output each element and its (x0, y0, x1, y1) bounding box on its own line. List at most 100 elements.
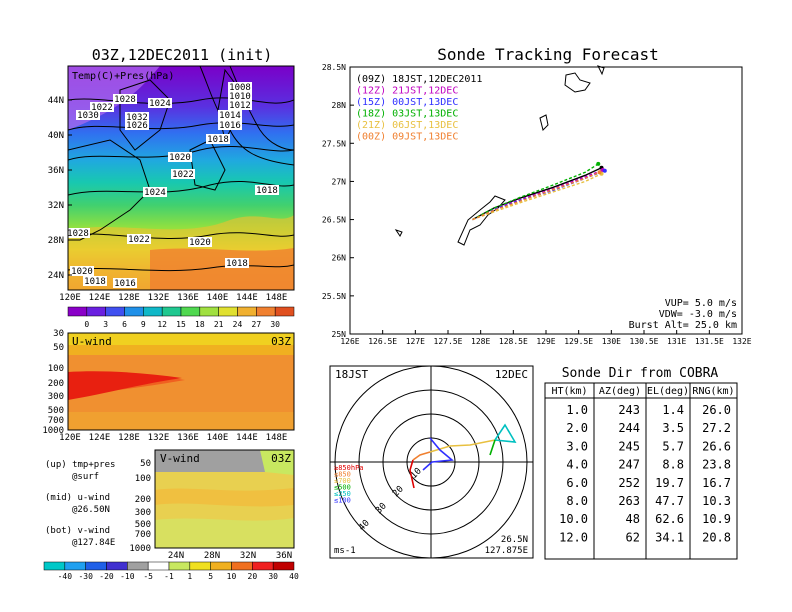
table-cell: 244 (618, 421, 640, 435)
temp-colorbar-swatch (143, 306, 163, 317)
table-cell: 62.6 (655, 512, 684, 526)
wind-colorbar-label: 20 (248, 572, 258, 581)
uwind-lon-ticks: 120E 124E 128E 132E 136E 140E 144E 148E (59, 433, 287, 443)
table-frame (544, 382, 738, 560)
param-vup: VUP= 5.0 m/s (665, 298, 737, 309)
temp-colorbar-label: 30 (270, 320, 280, 329)
uwind-field (68, 333, 294, 430)
tracking-legend-entry: (15Z) 00JST,13DEC (356, 97, 458, 108)
vwind-frame (154, 449, 295, 549)
map-lon-tick: 132E (148, 293, 170, 303)
polar-level-label: ≤500 (334, 484, 351, 492)
wind-colorbar-swatch (210, 561, 232, 571)
tracking-lon-tick: 132E (732, 337, 751, 346)
panel-notes: (up) tmp+pres @surf (mid) u-wind @26.50N… (45, 460, 115, 548)
temp-colorbar-swatch (199, 306, 219, 317)
track-endpoint (596, 161, 601, 166)
tracking-frame (349, 66, 743, 335)
tracking-legend-entry: (00Z) 09JST,13DEC (356, 132, 458, 143)
uwind-pressure-tick: 50 (53, 343, 64, 353)
tracking-legend-entry: (18Z) 03JST,13DEC (356, 109, 458, 120)
uwind-pressure-tick: 1000 (42, 426, 64, 436)
uwind-lon-tick: 148E (266, 433, 288, 443)
vwind-lat-tick: 28N (204, 551, 220, 561)
table-cell: 34.1 (655, 530, 684, 544)
uwind-frame (67, 332, 295, 431)
temp-colorbar-swatch (67, 306, 88, 317)
track-line (472, 173, 602, 221)
map-lat-tick: 28N (48, 236, 64, 246)
hodograph (409, 423, 517, 489)
pressure-label-bg (148, 98, 172, 108)
polar-level-label: ≤250 (334, 490, 351, 498)
wind-colorbar-swatch (231, 561, 253, 571)
tracking-lat-tick: 28.5N (322, 63, 346, 72)
table-cell: 4.0 (566, 458, 588, 472)
temp-colorbar-label: 6 (122, 320, 127, 329)
tracking-legend-entry: (09Z) 18JST,12DEC2011 (356, 74, 482, 85)
tracking-legend: (09Z) 18JST,12DEC2011(12Z) 21JST,12DEC(1… (356, 74, 482, 143)
wind-colorbar-swatch (43, 561, 66, 571)
left-panel-title: 03Z,12DEC2011 (init) (92, 46, 273, 64)
pressure-label: 1016 (114, 279, 136, 289)
pressure-label: 1028 (114, 95, 136, 105)
param-vdw: VDW= -3.0 m/s (659, 309, 737, 320)
uwind-pressure-tick: 700 (48, 416, 64, 426)
temp-colorbar-swatch (274, 306, 295, 317)
pressure-label-bg (127, 234, 151, 244)
vwind-title: V-wind (160, 452, 200, 465)
table-cell: 10.3 (702, 494, 731, 508)
vwind-lat-tick: 24N (168, 551, 184, 561)
wind-colorbar-label: 40 (289, 572, 299, 581)
sonde-table: HT(km) AZ(deg) EL(deg) RNG(km) 1.0 243 1.4 26.0… (544, 382, 738, 560)
pressure-label: 1028 (67, 229, 89, 239)
table-header-cell: HT(km) (551, 386, 587, 397)
table-cell: 48 (626, 512, 640, 526)
wind-colorbar-label: 5 (208, 572, 213, 581)
temp-colorbar-label: 9 (141, 320, 146, 329)
tracking-lon-ticks: 126E 126.5E 127E 127.5E 128E 128.5E 129E 129.5E… (340, 330, 752, 346)
temp-colorbar-label: 0 (84, 320, 89, 329)
pressure-label-bg (228, 100, 252, 110)
pressure-label-bg (125, 120, 149, 130)
pressure-label-bg (76, 110, 100, 120)
pressure-label-bg (171, 169, 195, 179)
wind-colorbar-swatch (272, 561, 295, 571)
tracking-lon-tick: 129E (536, 337, 555, 346)
pressure-label: 1018 (207, 135, 229, 145)
temp-colorbar-label: 27 (252, 320, 262, 329)
temp-colorbar-swatch (237, 306, 257, 317)
track-endpoint (597, 170, 602, 175)
pressure-label-bg (206, 134, 230, 144)
uwind-pressure-tick: 30 (53, 329, 64, 339)
polar-unit: ms-1 (334, 546, 356, 556)
table-cell: 47.7 (655, 494, 684, 508)
table-cell: 1.4 (662, 403, 684, 417)
temp-colorbar-swatch (180, 306, 201, 317)
pressure-label: 1022 (128, 235, 150, 245)
map-lat-tick: 36N (48, 166, 64, 176)
map-lon-tick: 148E (266, 293, 288, 303)
wind-colorbar-label: 1 (187, 572, 192, 581)
table-cell: 5.7 (662, 439, 684, 453)
polar-level-label: ≤850 (334, 471, 351, 479)
polar-level-label: ≤700 (334, 477, 351, 485)
pressure-label: 1032 (126, 113, 148, 123)
tracking-lat-tick: 28N (332, 101, 347, 110)
pressure-label-bg (70, 266, 94, 276)
map-lat-tick: 40N (48, 131, 64, 141)
pressure-label-bg (218, 120, 242, 130)
pressure-label-bg (90, 102, 114, 112)
table-cell: 10.0 (559, 512, 588, 526)
temp-colorbar-swatch (256, 306, 276, 317)
tracking-lon-tick: 126.5E (368, 337, 397, 346)
vwind-lat-tick: 32N (240, 551, 256, 561)
uwind-lon-tick: 136E (177, 433, 199, 443)
table-cell: 3.0 (566, 439, 588, 453)
pressure-label-bg (225, 258, 249, 268)
pressure-label: 1020 (71, 267, 93, 277)
launch-params: VUP= 5.0 m/s VDW= -3.0 m/s Burst Alt= 25… (629, 298, 737, 331)
vwind-lat-ticks: 24N 28N 32N 36N (168, 551, 292, 561)
uwind-pressure-tick: 100 (48, 364, 64, 374)
tracking-lon-tick: 131E (667, 337, 686, 346)
